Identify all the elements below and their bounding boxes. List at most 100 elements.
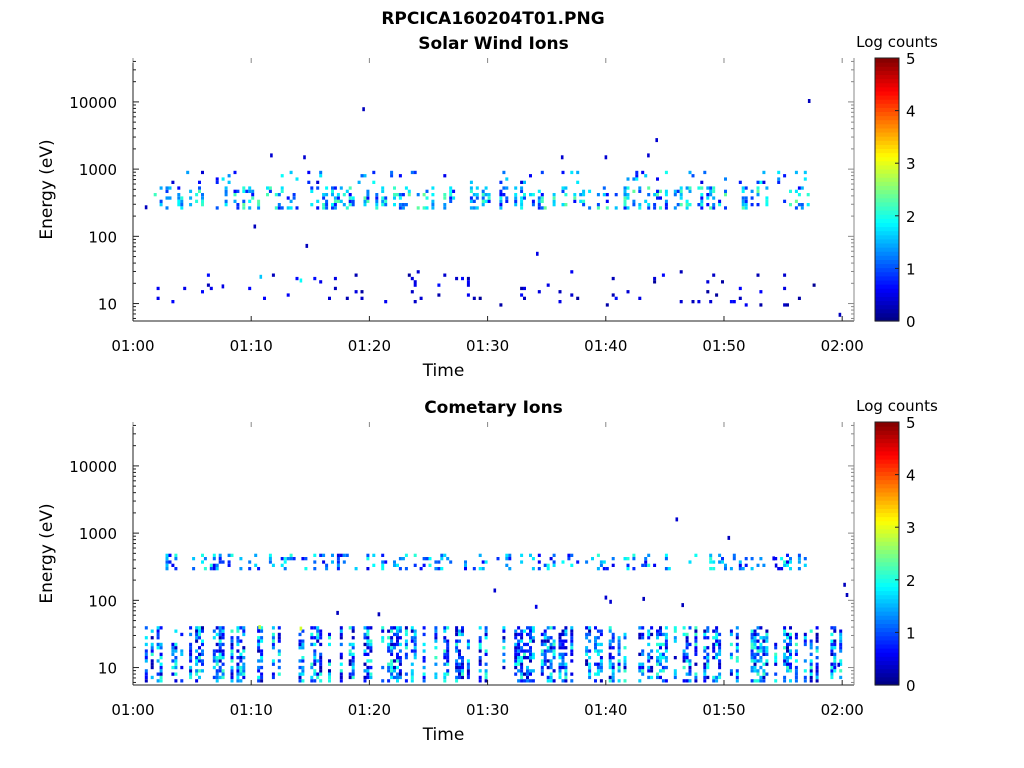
spectrogram-cell [413,632,417,637]
spectrogram-cell [688,659,692,663]
colorbar-tick-label: 1 [906,624,916,642]
spectrogram-cell [706,646,710,650]
spectrogram-cell [198,186,201,190]
spectrogram-cell [461,632,464,637]
spectrogram-cell [366,675,370,680]
spectrogram-cell [546,626,550,630]
spectrogram-cell [316,186,320,190]
spectrogram-cell [277,206,281,210]
colorbar-step [875,590,899,596]
spectrogram-cell [360,174,364,178]
spectrogram-cell [159,652,163,656]
spectrogram-cell [319,642,323,647]
spectrogram-cell [336,196,340,200]
spectrogram-cell [608,659,612,663]
spectrogram-cell [177,193,181,197]
spectrogram-cell [573,199,577,203]
spectrogram-cell [750,639,754,643]
spectrogram-cell [520,206,524,210]
spectrogram-cell [224,189,228,193]
spectrogram-cell [715,636,719,640]
spectrogram-cell [298,672,302,676]
spectrogram-cell [794,669,798,673]
spectrogram-cell [390,649,394,653]
spectrogram-cell [570,563,574,567]
spectrogram-cell [608,662,612,666]
spectrogram-cell [304,567,308,571]
y-tick-label: 1000 [79,525,117,543]
colorbar-step [875,181,899,186]
spectrogram-cell [369,646,373,650]
spectrogram-cell [348,199,352,203]
colorbar-step [875,524,899,530]
spectrogram-cell [458,672,461,676]
spectrogram-cell [410,626,414,630]
colorbar-step [875,426,899,431]
spectrogram-cell [387,669,391,673]
spectrogram-cell [171,642,175,647]
spectrogram-cell [517,662,521,666]
colorbar-step [875,267,899,273]
spectrogram-cell [333,203,337,207]
spectrogram-cell [700,186,704,190]
spectrogram-point [144,205,148,210]
spectrogram-cell [381,196,385,200]
colorbar-step [875,500,899,505]
spectrogram-cell [354,567,358,571]
spectrogram-cell [198,656,201,660]
spectrogram-cell [750,656,754,660]
spectrogram-cell [688,662,692,666]
spectrogram-cell [750,642,754,647]
colorbar-step [875,70,899,76]
spectrogram-cell [174,656,178,660]
spectrogram-cell [260,639,264,643]
spectrogram-cell [718,662,722,666]
spectrogram-cell [759,646,763,650]
spectrogram-cell [774,659,778,663]
spectrogram-cell [546,636,550,640]
colorbar-step [875,545,899,550]
spectrogram-cell [156,296,160,300]
colorbar-step [875,255,899,260]
colorbar-step [875,144,899,150]
spectrogram-cell [623,632,627,637]
spectrogram-cell [596,662,600,666]
spectrogram-cell [404,646,408,650]
spectrogram-cell [830,649,834,653]
spectrogram-cell [721,560,724,564]
spectrogram-cell [434,632,438,637]
spectrogram-cell [422,193,426,197]
spectrogram-cell [659,669,662,673]
spectrogram-cell [381,626,385,630]
spectrogram-cell [561,639,565,643]
spectrogram-cell [738,296,742,300]
spectrogram-cell [398,662,402,666]
spectrogram-cell [351,669,355,673]
colorbar-step [875,574,899,579]
spectrogram-cell [322,206,326,210]
colorbar-step [875,430,899,435]
spectrogram-cell [602,186,606,190]
spectrogram-cell [582,193,586,197]
spectrogram-cell [189,672,193,676]
spectrogram-cell [570,629,574,633]
spectrogram-cell [319,672,323,676]
spectrogram-cell [602,193,606,197]
spectrogram-cell [756,273,760,277]
spectrogram-cell [413,170,417,175]
spectrogram-cell [404,679,408,683]
spectrogram-cell [363,662,367,666]
spectrogram-cell [171,652,175,656]
spectrogram-cell [369,672,373,676]
colorbar-step [875,300,899,306]
spectrogram-cell [682,652,686,656]
spectrogram-cell [623,203,627,207]
spectrogram-cell [339,652,343,656]
spectrogram-cell [688,679,692,683]
spectrogram-cell [794,659,798,663]
spectrogram-cell [626,186,630,190]
spectrogram-cell [351,629,355,633]
spectrogram-cell [588,632,592,637]
spectrogram-cell [165,186,169,190]
spectrogram-point [221,284,225,289]
